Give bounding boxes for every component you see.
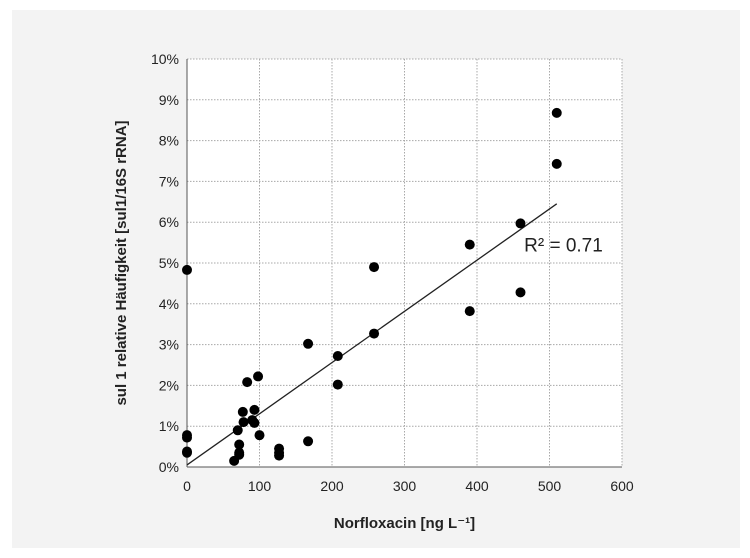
y-tick-label: 10%	[151, 51, 179, 67]
x-tick-label: 600	[610, 478, 634, 494]
data-point	[274, 450, 285, 461]
data-point	[515, 287, 526, 298]
y-tick-label: 1%	[159, 418, 179, 434]
data-points	[182, 107, 562, 466]
data-point	[369, 328, 380, 339]
x-tick-label: 100	[248, 478, 272, 494]
x-tick-label: 200	[320, 478, 344, 494]
y-tick-label: 7%	[159, 173, 179, 189]
data-point	[303, 436, 314, 447]
x-tick-label: 0	[183, 478, 191, 494]
y-tick-label: 3%	[159, 337, 179, 353]
data-point	[369, 262, 380, 273]
data-point	[515, 218, 526, 229]
data-point	[249, 417, 260, 428]
data-point	[242, 377, 253, 388]
data-point	[182, 447, 192, 458]
data-point	[254, 430, 265, 441]
data-point	[464, 239, 475, 250]
y-tick-label: 9%	[159, 92, 179, 108]
r-squared-annotation: R² = 0.71	[524, 236, 603, 257]
data-point	[551, 158, 562, 169]
y-tick-label: 6%	[159, 214, 179, 230]
x-tick-label: 400	[465, 478, 489, 494]
y-tick-label: 4%	[159, 296, 179, 312]
data-point	[234, 449, 245, 460]
axes	[186, 59, 622, 468]
y-tick-label: 2%	[159, 377, 179, 393]
data-point	[234, 439, 245, 450]
x-tick-labels: 0 100 200 300 400 500 600	[183, 478, 634, 494]
y-axis-title: sul 1 relative Häufigkeit [sul1/16S rRNA…	[113, 120, 130, 405]
x-axis-title: Norfloxacin [ng L⁻¹]	[334, 515, 475, 532]
y-tick-labels: 0% 1% 2% 3% 4% 5% 6% 7% 8% 9% 10%	[151, 51, 179, 475]
data-point	[182, 264, 192, 275]
data-point	[464, 306, 475, 317]
data-point	[249, 404, 260, 415]
x-tick-label: 300	[393, 478, 417, 494]
data-point	[182, 432, 192, 443]
data-point	[332, 379, 343, 390]
data-point	[232, 425, 243, 436]
y-tick-label: 5%	[159, 255, 179, 271]
x-tick-label: 500	[538, 478, 562, 494]
data-point	[238, 417, 249, 428]
data-point	[237, 406, 248, 417]
gridlines	[187, 58, 623, 467]
y-tick-label: 0%	[159, 459, 179, 475]
y-tick-label: 8%	[159, 133, 179, 149]
data-point	[551, 107, 562, 118]
data-point	[332, 351, 343, 362]
data-point	[253, 371, 264, 382]
data-point	[303, 338, 314, 349]
